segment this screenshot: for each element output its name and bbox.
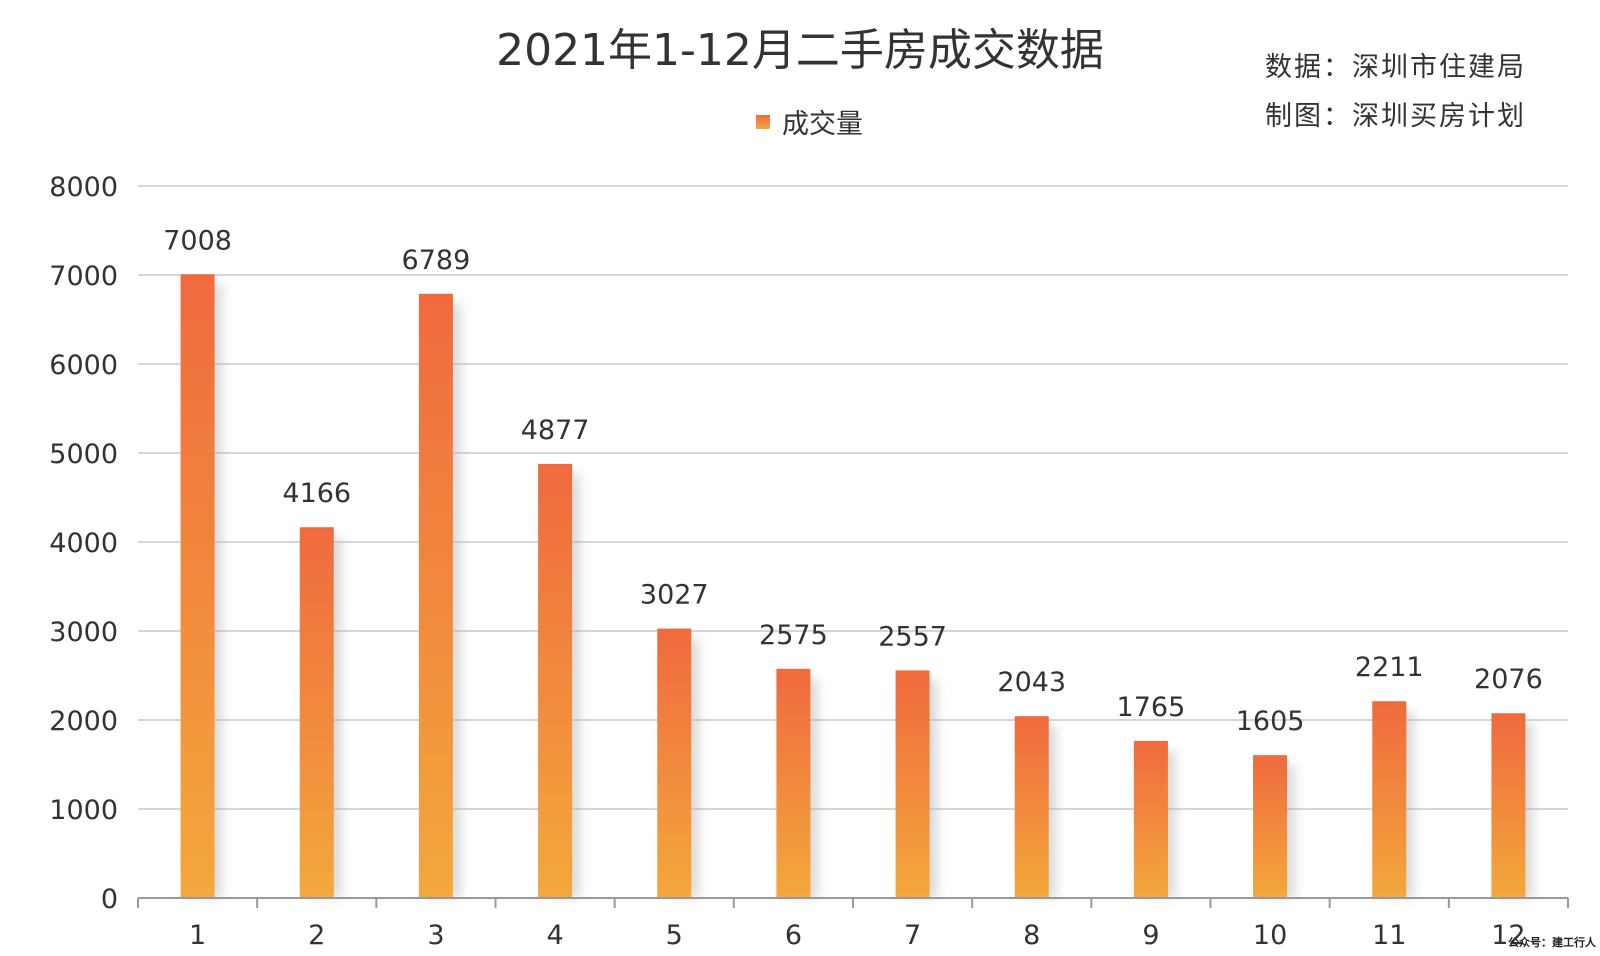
bar: [1372, 701, 1407, 898]
y-tick-label: 0: [101, 884, 118, 915]
bar: [299, 527, 334, 898]
data-label: 4166: [282, 478, 351, 509]
chart-title: 2021年1-12月二手房成交数据: [496, 25, 1104, 76]
y-tick-label: 6000: [49, 350, 118, 381]
x-tick-label: 8: [1023, 920, 1040, 951]
data-label: 2043: [997, 667, 1066, 698]
bar: [1491, 713, 1526, 898]
data-label: 1765: [1117, 692, 1186, 723]
data-label: 7008: [163, 225, 232, 256]
data-label: 2557: [878, 621, 947, 652]
bar: [1253, 755, 1288, 898]
x-tick-label: 5: [666, 920, 683, 951]
y-tick-label: 3000: [49, 617, 118, 648]
data-label: 2211: [1355, 652, 1424, 683]
bar: [538, 463, 573, 898]
bar: [1133, 740, 1168, 898]
bar: [180, 274, 215, 899]
legend: 成交量: [756, 102, 863, 141]
bar: [657, 628, 692, 898]
x-tick-label: 9: [1142, 920, 1159, 951]
x-tick-label: 4: [546, 920, 563, 951]
bar: [1014, 716, 1049, 898]
data-source-text: 数据：深圳市住建局: [1265, 52, 1526, 83]
bar: [895, 670, 930, 898]
x-tick-label: 12: [1491, 920, 1525, 951]
data-label: 2076: [1474, 664, 1543, 695]
x-tick-label: 2: [308, 920, 325, 951]
x-tick-label: 7: [904, 920, 921, 951]
x-tick-label: 3: [427, 920, 444, 951]
y-tick-label: 7000: [49, 261, 118, 292]
bar: [418, 293, 453, 898]
x-tick-label: 10: [1253, 920, 1287, 951]
y-tick-label: 4000: [49, 528, 118, 559]
legend-label: 成交量: [782, 109, 863, 140]
y-axis: 0 1000 2000 3000 4000 5000 6000 7000 8000: [49, 172, 118, 915]
data-label: 4877: [521, 415, 590, 446]
grid-layer: [138, 185, 1568, 810]
x-tick-label: 6: [785, 920, 802, 951]
data-label: 3027: [640, 580, 709, 611]
bar: [776, 668, 811, 898]
chart-maker-text: 制图：深圳买房计划: [1265, 101, 1526, 132]
data-label: 2575: [759, 620, 828, 651]
y-tick-label: 1000: [49, 795, 118, 826]
data-label: 1605: [1236, 706, 1305, 737]
bars: 7008 4166 6789 4877 3027 2575 2557 2043 1765 1605…: [163, 225, 1543, 899]
x-tick-label: 1: [189, 920, 206, 951]
data-label: 6789: [402, 245, 471, 276]
watermark: 公众号：建工行人: [1508, 936, 1596, 949]
y-tick-label: 8000: [49, 172, 118, 203]
legend-swatch: [756, 114, 770, 129]
x-tick-label: 11: [1372, 920, 1406, 951]
y-tick-label: 2000: [49, 706, 118, 737]
y-tick-label: 5000: [49, 439, 118, 470]
x-axis: 1 2 3 4 5 6 7 8 9 10 11 12: [137, 897, 1569, 951]
